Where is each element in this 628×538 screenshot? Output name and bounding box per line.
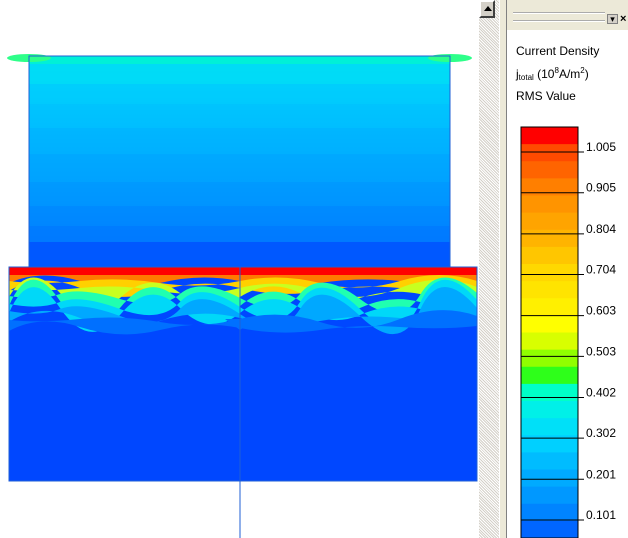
colorbar-band-8	[521, 264, 578, 282]
unit-exponent: 8	[554, 66, 559, 75]
panel-titlebar: ▾ ×	[507, 0, 628, 30]
colorbar-band-16	[521, 401, 578, 419]
unit-close: )	[584, 67, 589, 81]
field-plot	[7, 54, 478, 538]
colorbar-band-14	[521, 366, 578, 385]
colorbar-band-22	[521, 503, 578, 522]
colorbar-tick-label-3: 0.704	[586, 263, 616, 277]
unit-base: A/m	[558, 67, 581, 81]
unit-exponent-2: 2	[580, 66, 585, 75]
colorbar-band-3	[521, 178, 578, 196]
colorbar-tick-label-0: 1.005	[586, 140, 616, 154]
legend-mode: RMS Value	[516, 89, 576, 103]
colorbar-frame	[520, 126, 579, 538]
colorbar-tick-label-4: 0.603	[586, 304, 616, 318]
colorbar-band-21	[521, 486, 578, 505]
colorbar-tick-label-2: 0.804	[586, 222, 616, 236]
colorbar-band-4	[521, 195, 578, 214]
panel-menu-button[interactable]: ▾	[607, 14, 618, 24]
colorbar-band-17	[521, 418, 578, 436]
colorbar-tick-label-7: 0.302	[586, 426, 616, 440]
close-icon[interactable]: ×	[620, 13, 627, 25]
panel-grip[interactable]	[513, 12, 605, 22]
colorbar-band-13	[521, 349, 578, 368]
chevron-down-icon: ▾	[610, 14, 615, 24]
lower-conductor	[8, 266, 478, 482]
vertical-scrollbar[interactable]	[479, 0, 499, 538]
upper-conductor	[7, 54, 472, 268]
colorbar-tick-label-1: 0.905	[586, 181, 616, 195]
colorbar-band-10	[521, 298, 578, 316]
unit-prefix: (10	[533, 67, 555, 81]
colorbar-band-6	[521, 229, 578, 248]
colorbar-tick-label-8: 0.201	[586, 467, 616, 481]
colorbar-band-1	[521, 144, 578, 162]
colorbar-tick-label-9: 0.101	[586, 508, 616, 522]
colorbar-band-12	[521, 332, 578, 351]
colorbar-band-19	[521, 452, 578, 470]
colorbar-band-2	[521, 161, 578, 179]
scroll-up-button[interactable]	[479, 0, 495, 18]
colorbar-band-18	[521, 435, 578, 453]
colorbar-tick-label-5: 0.503	[586, 344, 616, 358]
legend-quantity: jtotal (108A/m2)	[516, 66, 589, 82]
colorbar-tick-label-6: 0.402	[586, 385, 616, 399]
pane-splitter[interactable]	[499, 0, 507, 538]
quantity-symbol: j	[516, 67, 519, 81]
colorbar-band-11	[521, 315, 578, 333]
legend-panel: ▾ × Current Density jtotal (108A/m2) RMS…	[507, 0, 628, 538]
quantity-subscript: total	[518, 73, 534, 82]
legend-title: Current Density	[516, 44, 600, 58]
colorbar-band-5	[521, 212, 578, 231]
colorbar-band-23	[521, 520, 578, 538]
colorbar-band-0	[521, 127, 578, 145]
colorbar-band-20	[521, 469, 578, 488]
arrow-up-icon	[484, 6, 492, 11]
colorbar-band-7	[521, 246, 578, 265]
colorbar: 1.005 0.905 0.804 0.704 0.603 0.503 0.402 0.302…	[520, 126, 616, 538]
colorbar-band-9	[521, 281, 578, 299]
colorbar-band-15	[521, 383, 578, 402]
